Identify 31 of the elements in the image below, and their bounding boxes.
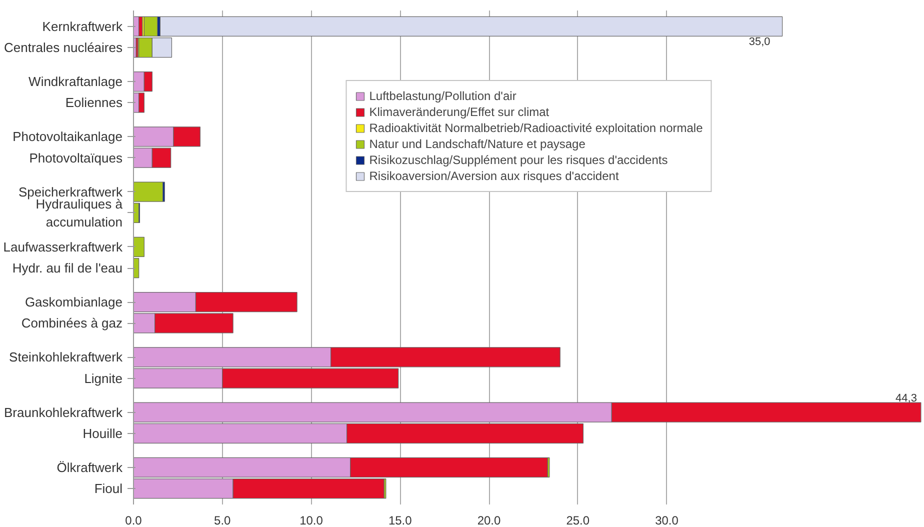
x-tick-label: 25.0 <box>566 514 590 527</box>
y-tick-label: Houille <box>82 426 123 441</box>
y-tick-label: Combinées à gaz <box>21 316 123 331</box>
y-tick-label: Eoliennes <box>65 95 123 110</box>
y-tick-label: Fioul <box>94 481 123 496</box>
legend-label: Natur und Landschaft/Nature et paysage <box>369 137 586 151</box>
y-tick-label: Steinkohlekraftwerk <box>9 350 123 365</box>
legend-label: Radioaktivität Normalbetrieb/Radioactivité exploitation normale <box>369 121 703 135</box>
legend-label: Klimaveränderung/Effet sur climat <box>369 105 550 119</box>
y-tick-label: Centrales nucléaires <box>4 40 123 56</box>
y-tick-label: Kernkraftwerk <box>42 18 123 34</box>
y-tick-label: Windkraftanlage <box>28 74 123 90</box>
y-tick-label: Braunkohlekraftwerk <box>4 404 123 420</box>
y-tick-label: Photovoltaikanlage <box>12 129 122 144</box>
total-label: 44,3 <box>896 392 917 405</box>
y-tick-label: Hydr. au fil de l'eau <box>12 260 123 276</box>
legend-label: Risikoaversion/Aversion aux risques d'accident <box>369 169 619 183</box>
x-tick-label: 15.0 <box>388 514 412 527</box>
y-tick-label: Gaskombianlage <box>24 294 123 310</box>
x-tick-label: 0.0 <box>125 514 142 527</box>
y-tick-label: Ölkraftwerk <box>56 460 123 475</box>
data-label: 35,0 <box>748 36 770 48</box>
x-tick-label: 20.0 <box>477 514 502 527</box>
y-tick-label: Laufwasserkraftwerk <box>3 239 123 254</box>
x-tick-label: 30.0 <box>655 514 679 527</box>
x-tick-label: 10.0 <box>300 514 324 527</box>
legend-label: Risikozuschlag/Supplément pour les risques d'accidents <box>369 153 668 167</box>
y-tick-label: Lignite <box>84 370 123 386</box>
legend-label: Luftbelastung/Pollution d'air <box>369 89 516 103</box>
x-tick-label: 5.0 <box>214 514 232 527</box>
y-tick-label: Photovoltaïques <box>29 150 123 166</box>
